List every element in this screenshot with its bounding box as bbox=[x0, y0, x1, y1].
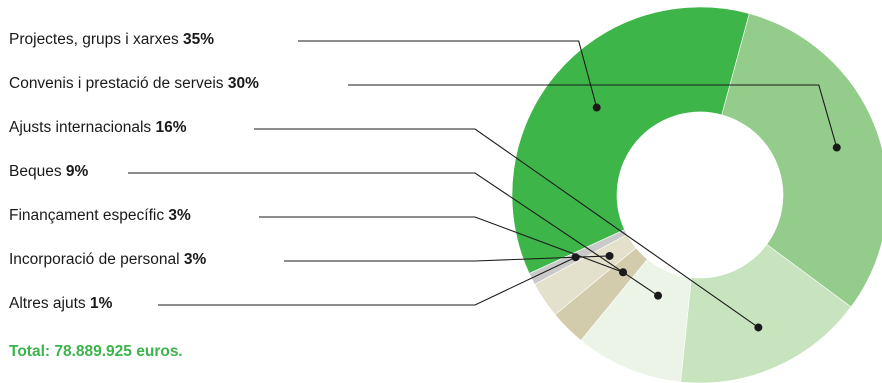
total-label: Total: 78.889.925 euros. bbox=[9, 343, 183, 360]
leader-dot-6 bbox=[605, 251, 614, 260]
legend-entry-value: 35% bbox=[183, 31, 215, 48]
legend-entry-5: Finançament específic 3% bbox=[9, 207, 191, 225]
leader-line-4 bbox=[128, 172, 659, 297]
leader-dot-1 bbox=[592, 103, 601, 112]
leader-dot-5 bbox=[619, 268, 628, 277]
leader-dot-3 bbox=[754, 323, 763, 332]
legend-entry-value: 3% bbox=[168, 207, 191, 224]
legend-entry-name: Convenis i prestació de serveis bbox=[9, 75, 228, 92]
leader-line-2 bbox=[348, 84, 838, 148]
legend-entry-6: Incorporació de personal 3% bbox=[9, 251, 206, 269]
donut-slice-1 bbox=[511, 6, 750, 274]
legend-entry-value: 3% bbox=[183, 251, 207, 268]
donut-slice-2 bbox=[721, 13, 882, 308]
legend-entry-value: 30% bbox=[227, 75, 259, 92]
legend-entry-value: 1% bbox=[89, 295, 113, 312]
legend-entry-4: Beques 9% bbox=[9, 163, 88, 181]
leader-line-3 bbox=[254, 128, 759, 328]
leader-dot-4 bbox=[654, 291, 663, 300]
leader-line-6 bbox=[284, 255, 610, 262]
legend-entry-2: Convenis i prestació de serveis 30% bbox=[9, 75, 259, 93]
leader-dot-2 bbox=[832, 143, 841, 152]
legend-entry-name: Finançament específic bbox=[9, 207, 169, 224]
leader-line-7 bbox=[158, 256, 576, 306]
legend-entry-name: Altres ajuts bbox=[9, 295, 90, 312]
legend-entry-value: 9% bbox=[65, 163, 89, 180]
legend-entry-value: 16% bbox=[155, 119, 187, 136]
legend-entry-name: Beques bbox=[9, 163, 66, 180]
legend-entry-name: Ajusts internacionals bbox=[9, 119, 156, 136]
legend-entry-3: Ajusts internacionals 16% bbox=[9, 119, 187, 137]
legend-entry-name: Projectes, grups i xarxes bbox=[9, 31, 184, 48]
leader-dot-7 bbox=[571, 253, 580, 262]
legend-entry-name: Incorporació de personal bbox=[9, 251, 184, 268]
legend-entry-1: Projectes, grups i xarxes 35% bbox=[9, 31, 214, 49]
legend-entry-7: Altres ajuts 1% bbox=[9, 295, 112, 313]
